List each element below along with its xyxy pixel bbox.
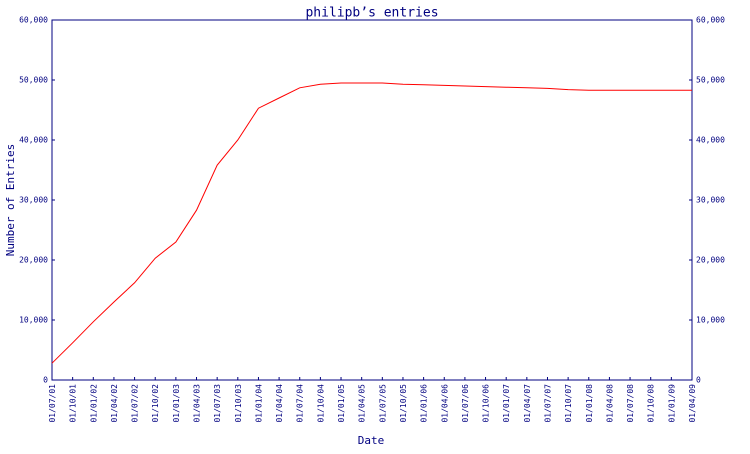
x-tick-label: 01/10/02: [151, 384, 160, 423]
x-tick-label: 01/04/05: [358, 384, 367, 423]
x-tick-label: 01/04/08: [605, 384, 614, 423]
x-tick-label: 01/01/03: [172, 384, 181, 423]
x-tick-label: 01/10/03: [234, 384, 243, 423]
x-tick-label: 01/04/07: [523, 384, 532, 423]
y2-tick-label: 40,000: [696, 136, 725, 145]
x-tick-label: 01/07/07: [543, 384, 552, 423]
x-tick-label: 01/01/09: [667, 384, 676, 423]
y-tick-label: 40,000: [19, 136, 48, 145]
y-tick-label: 10,000: [19, 316, 48, 325]
y-tick-label: 30,000: [19, 196, 48, 205]
y2-tick-label: 20,000: [696, 256, 725, 265]
data-line: [51, 82, 692, 364]
x-tick-label: 01/04/03: [193, 384, 202, 423]
x-tick-label: 01/01/07: [502, 384, 511, 423]
x-tick-label: 01/10/05: [399, 384, 408, 423]
x-axis-label: Date: [358, 434, 385, 447]
x-tick-label: 01/07/05: [378, 384, 387, 423]
x-tick-label: 01/10/07: [564, 384, 573, 423]
x-tick-label: 01/01/02: [89, 384, 98, 423]
y-tick-label: 50,000: [19, 76, 48, 85]
x-tick-label: 01/01/04: [254, 384, 263, 423]
chart-title: philipb’s entries: [305, 6, 438, 21]
x-tick-label: 01/07/04: [296, 384, 305, 423]
x-tick-label: 01/10/04: [316, 384, 325, 423]
y-tick-label: 20,000: [19, 256, 48, 265]
y-tick-label: 60,000: [19, 16, 48, 25]
plot-frame: [51, 19, 693, 381]
x-tick-label: 01/04/06: [440, 384, 449, 423]
x-tick-label: 01/07/03: [213, 384, 222, 423]
x-tick-label: 01/07/08: [626, 384, 635, 423]
x-tick-label: 01/01/05: [337, 384, 346, 423]
y2-tick-label: 50,000: [696, 76, 725, 85]
x-tick-label: 01/10/01: [69, 384, 78, 423]
x-tick-label: 01/07/02: [131, 384, 140, 423]
x-tick-label: 01/10/06: [482, 384, 491, 423]
y2-tick-label: 0: [696, 376, 701, 385]
x-tick-label: 01/07/01: [48, 384, 57, 423]
x-tick-label: 01/01/06: [420, 384, 429, 423]
y2-tick-label: 10,000: [696, 316, 725, 325]
y2-tick-label: 60,000: [696, 16, 725, 25]
y-axis-label: Number of Entries: [4, 144, 17, 257]
x-tick-label: 01/04/04: [275, 384, 284, 423]
y-tick-label: 0: [43, 376, 48, 385]
x-tick-label: 01/04/02: [110, 384, 119, 423]
y2-tick-label: 30,000: [696, 196, 725, 205]
x-tick-label: 01/04/09: [688, 384, 697, 423]
x-tick-label: 01/10/08: [647, 384, 656, 423]
x-tick-label: 01/01/08: [585, 384, 594, 423]
x-tick-label: 01/07/06: [461, 384, 470, 423]
